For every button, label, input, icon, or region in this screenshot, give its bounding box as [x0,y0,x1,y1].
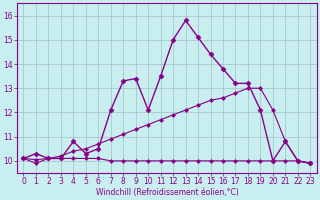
X-axis label: Windchill (Refroidissement éolien,°C): Windchill (Refroidissement éolien,°C) [96,188,238,197]
